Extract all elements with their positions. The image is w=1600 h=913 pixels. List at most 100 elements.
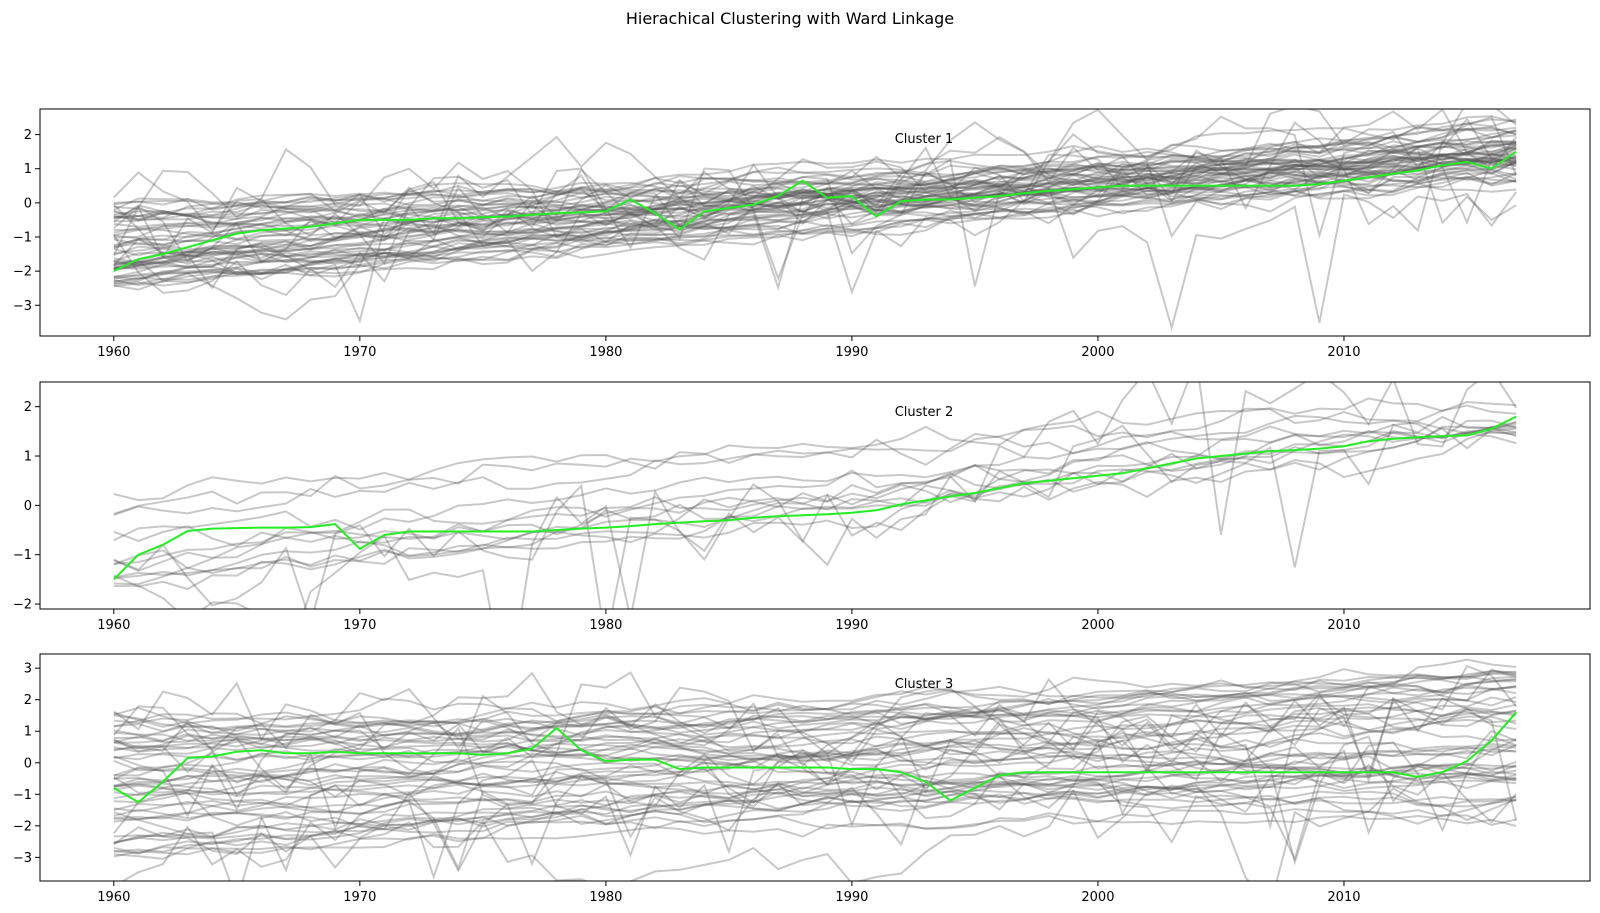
member-series-line: [113, 171, 1517, 283]
member-series-line: [113, 677, 1517, 750]
member-series-line: [113, 722, 1517, 785]
member-series-line: [113, 706, 1517, 739]
plot-area: [112, 109, 1518, 332]
member-series-line: [113, 760, 1517, 860]
member-series-line: [113, 146, 1517, 280]
member-series-line: [113, 668, 1517, 728]
y-tick-label: 1: [24, 725, 32, 740]
member-series-line: [113, 109, 1517, 260]
member-series-line: [113, 431, 1517, 586]
member-series-line: [113, 382, 1518, 609]
x-tick-label: 2010: [1327, 890, 1360, 905]
member-series-line: [113, 126, 1517, 267]
member-series-line: [113, 729, 1517, 807]
member-series-line: [113, 161, 1517, 287]
member-series-line: [113, 169, 1517, 239]
member-series-line: [113, 156, 1517, 219]
member-series-line: [113, 706, 1517, 753]
member-series-line: [113, 163, 1518, 332]
member-series-line: [113, 147, 1517, 266]
member-series-line: [113, 685, 1517, 820]
member-series-line: [113, 778, 1517, 816]
member-series-line: [113, 744, 1517, 839]
plot-area: [113, 658, 1518, 881]
cluster-panel-1: 1960 1970 1980 1990 2000 2010 −3 −2 −1 0 1 2 Cluster…: [13, 108, 1591, 360]
member-series-line: [113, 715, 1517, 764]
y-tick-label: −2: [13, 598, 32, 613]
member-series-line: [113, 156, 1517, 279]
member-series-line: [113, 773, 1517, 845]
member-series-line: [113, 414, 1517, 542]
x-tick-label: 1960: [97, 345, 130, 360]
member-series-line: [113, 737, 1517, 780]
member-series-line: [113, 743, 1517, 855]
member-series-line: [113, 169, 1517, 211]
panel-title: Cluster 2: [895, 405, 954, 420]
member-series-line: [113, 710, 1517, 789]
member-series-line: [113, 118, 1517, 283]
member-series-line: [113, 808, 1517, 831]
member-series-line: [113, 162, 1517, 226]
y-tick-label: 2: [24, 400, 32, 415]
member-series-line: [113, 763, 1517, 844]
y-tick-label: −3: [13, 299, 32, 314]
member-series-line: [113, 770, 1517, 844]
member-series-line: [113, 668, 1517, 775]
member-series-line: [113, 168, 1517, 285]
x-tick-label: 1990: [835, 890, 868, 905]
member-series-line: [113, 421, 1517, 609]
x-tick-label: 1960: [97, 618, 130, 633]
member-series-line: [113, 415, 1517, 516]
member-series-line: [113, 670, 1517, 745]
x-tick-label: 1960: [97, 890, 130, 905]
y-tick-label: 2: [24, 128, 32, 143]
x-tick-label: 2010: [1327, 345, 1360, 360]
x-tick-label: 1980: [589, 890, 622, 905]
member-series-line: [113, 680, 1517, 728]
member-series-line: [113, 427, 1517, 548]
member-series-line: [113, 115, 1517, 270]
panel-title: Cluster 1: [895, 132, 954, 147]
centroid-series-line: [113, 150, 1517, 273]
x-tick-label: 1970: [343, 345, 376, 360]
y-tick-label: 0: [24, 756, 32, 771]
x-tick-label: 2000: [1081, 890, 1114, 905]
y-tick-label: −2: [13, 265, 32, 280]
member-series-line: [113, 157, 1517, 223]
member-series-line: [113, 397, 1517, 515]
member-series-line: [113, 121, 1517, 266]
member-series-line: [113, 714, 1517, 826]
axes-frame: [39, 653, 1591, 882]
axes-frame: [39, 108, 1591, 337]
member-series-line: [113, 144, 1517, 257]
y-tick-label: −1: [13, 231, 32, 246]
member-series-line: [113, 172, 1517, 270]
member-series-line: [113, 772, 1517, 822]
member-series-line: [113, 135, 1517, 264]
member-series-line: [113, 425, 1517, 580]
member-series-line: [113, 720, 1517, 862]
centroid-series-line: [113, 711, 1517, 804]
member-series-line: [113, 696, 1517, 881]
member-series-line: [113, 426, 1517, 570]
member-series-line: [113, 150, 1517, 291]
plot-area: [113, 382, 1518, 609]
x-tick-label: 1970: [343, 890, 376, 905]
member-series-line: [113, 711, 1517, 781]
member-series-line: [113, 118, 1517, 270]
member-series-line: [121, 696, 1517, 881]
member-series-line: [113, 670, 1517, 787]
member-series-line: [113, 150, 1517, 211]
member-series-line: [113, 686, 1517, 761]
member-series-line: [113, 759, 1517, 806]
member-series-line: [113, 169, 1517, 248]
member-series-line: [113, 675, 1517, 800]
x-tick-label: 1980: [589, 345, 622, 360]
x-tick-label: 1990: [835, 618, 868, 633]
y-tick-label: −2: [13, 819, 32, 834]
member-series-line: [113, 658, 1517, 788]
member-series-line: [113, 144, 1517, 264]
member-series-line: [113, 175, 1517, 280]
cluster-panel-3: 1960 1970 1980 1990 2000 2010 −3 −2 −1 0 1 2 3 Cluste…: [13, 653, 1591, 905]
